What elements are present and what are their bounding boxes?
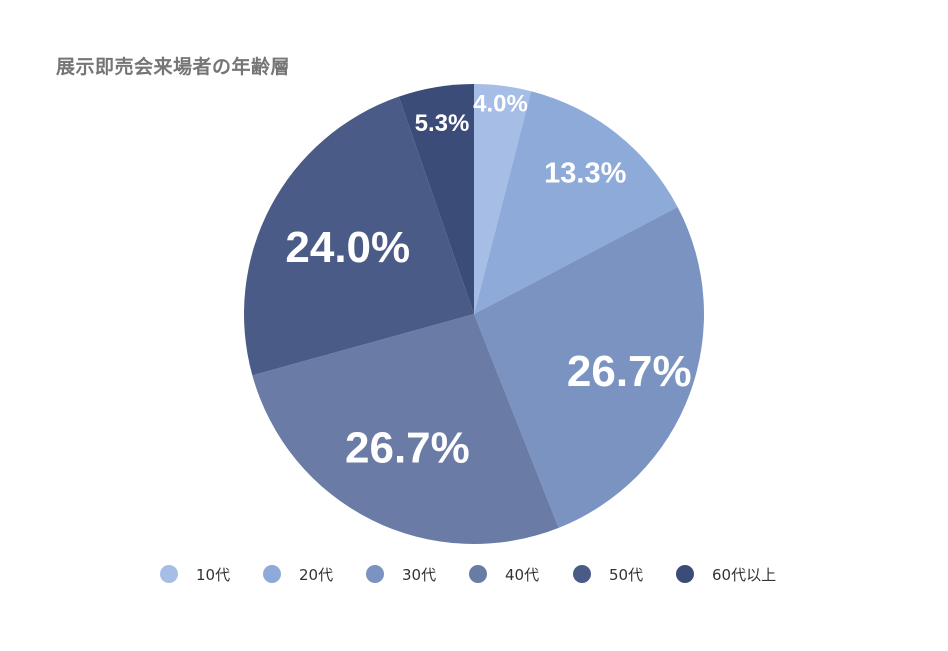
legend-item: 30代: [366, 560, 436, 588]
legend-label: 20代: [299, 565, 334, 584]
legend-label: 60代以上: [712, 565, 777, 584]
legend-swatch: [573, 565, 591, 583]
legend-label: 40代: [505, 565, 540, 584]
legend-swatch: [676, 565, 694, 583]
legend-item: 20代: [263, 560, 333, 588]
legend: 10代 20代 30代 40代 50代 60代以上: [0, 560, 948, 588]
slice-value-label: 13.3%: [544, 157, 626, 189]
legend-swatch: [469, 565, 487, 583]
legend-swatch: [263, 565, 281, 583]
slice-value-label: 4.0%: [473, 91, 528, 118]
legend-item: 50代: [573, 560, 643, 588]
slice-value-label: 24.0%: [285, 223, 410, 272]
slice-value-label: 26.7%: [567, 347, 692, 396]
legend-label: 30代: [402, 565, 437, 584]
pie-slice-1: [474, 84, 532, 314]
pie-slice-2: [474, 91, 678, 314]
legend-item: 40代: [469, 560, 539, 588]
pie-slice-6: [398, 84, 474, 314]
chart-title: 展示即売会来場者の年齢層: [56, 56, 291, 78]
pie-slice-5: [243, 96, 474, 376]
legend-swatch: [366, 565, 384, 583]
legend-item: 60代以上: [676, 560, 776, 588]
slice-value-label: 26.7%: [345, 423, 470, 472]
pie-slice-3: [474, 207, 704, 528]
legend-swatch: [160, 565, 178, 583]
slice-value-label: 5.3%: [415, 110, 470, 137]
legend-label: 50代: [609, 565, 644, 584]
pie-slice-4: [252, 314, 559, 544]
legend-item: 10代: [160, 560, 230, 588]
legend-label: 10代: [196, 565, 231, 584]
